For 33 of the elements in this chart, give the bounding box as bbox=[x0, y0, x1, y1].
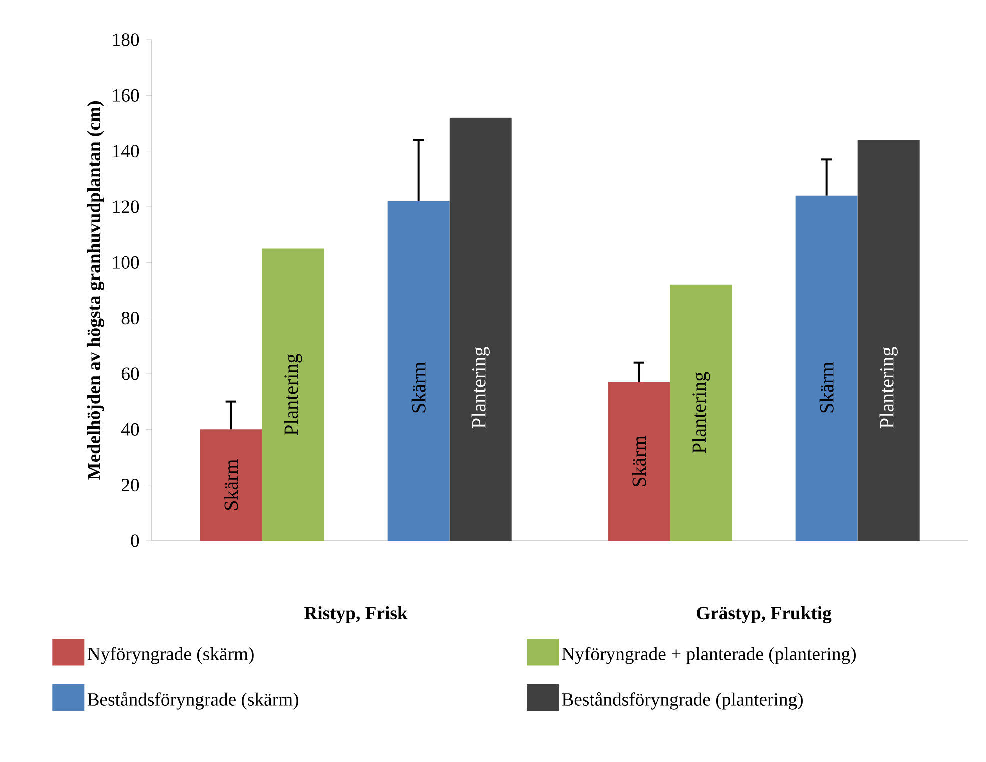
y-axis-title: Medelhöjden av högsta granhuvudplantan (cm) bbox=[87, 102, 104, 480]
data-label: Plantering bbox=[284, 354, 302, 436]
bar bbox=[450, 118, 512, 541]
y-tick-label: 40 bbox=[122, 423, 140, 436]
x-tick-label: Grästyp, Fruktig bbox=[697, 606, 832, 624]
y-tick-label: 80 bbox=[122, 312, 140, 325]
bar bbox=[200, 430, 262, 541]
data-label: Skärm bbox=[632, 436, 646, 486]
bar bbox=[796, 196, 858, 541]
y-tick-label: 160 bbox=[113, 89, 140, 102]
bar bbox=[858, 140, 920, 541]
legend-label: Beståndsföryngrade (skärm) bbox=[88, 692, 298, 710]
bar bbox=[388, 201, 450, 541]
y-tick-label: 20 bbox=[122, 479, 140, 492]
bar bbox=[608, 382, 670, 541]
data-label: Plantering bbox=[880, 347, 898, 428]
data-label: Skärm bbox=[820, 362, 834, 413]
legend-label: Nyföryngrade + planterade (plantering) bbox=[562, 647, 856, 664]
y-tick-label: 60 bbox=[122, 368, 140, 380]
y-tick-label: 140 bbox=[113, 145, 140, 158]
data-label: Plantering bbox=[692, 372, 710, 454]
data-label: Plantering bbox=[472, 347, 490, 428]
y-tick-label: 100 bbox=[113, 256, 140, 269]
bar bbox=[670, 284, 732, 541]
bar bbox=[262, 248, 324, 541]
y-tick-label: 180 bbox=[113, 34, 140, 46]
x-tick-label: Ristyp, Frisk bbox=[304, 606, 408, 624]
data-label: Skärm bbox=[224, 460, 238, 510]
legend-label: Nyföryngrade (skärm) bbox=[88, 647, 254, 664]
y-tick-label: 120 bbox=[113, 200, 140, 214]
data-label: Skärm bbox=[412, 362, 426, 413]
legend-label: Beståndsföryngrade (plantering) bbox=[562, 692, 803, 710]
y-tick-label: 0 bbox=[131, 534, 140, 548]
